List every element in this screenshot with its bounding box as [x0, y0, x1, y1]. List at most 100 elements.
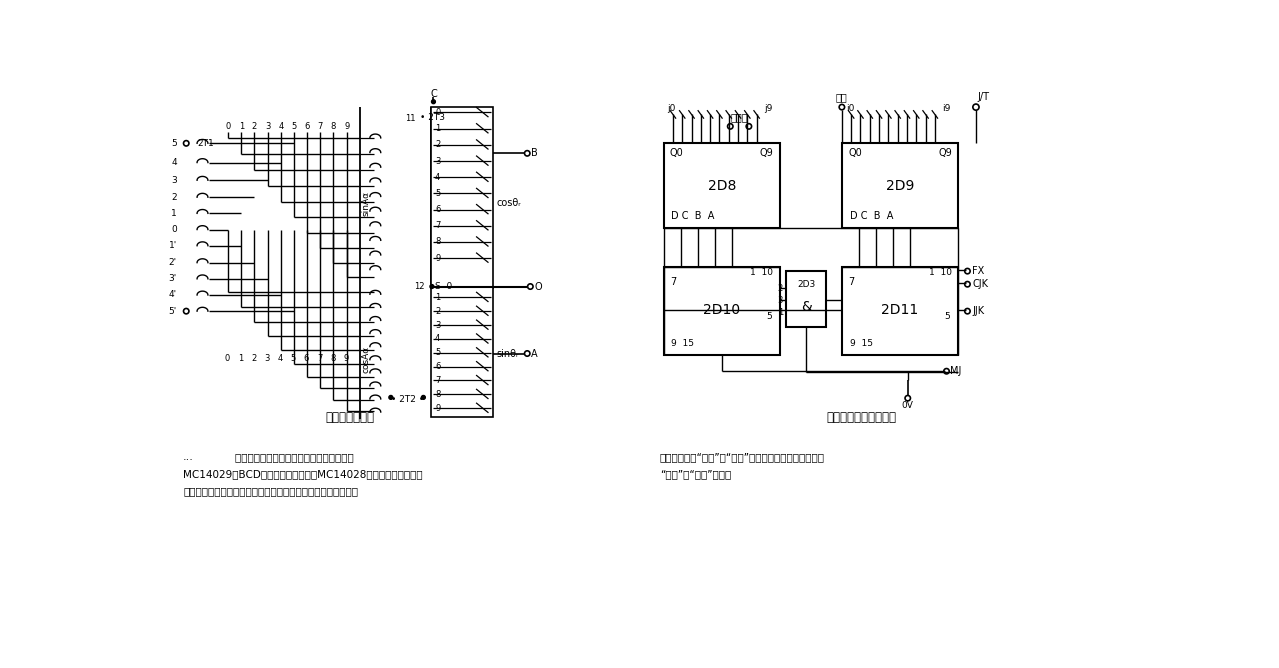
Text: 0: 0 — [435, 108, 440, 117]
Text: JJK: JJK — [972, 306, 985, 316]
Text: O: O — [535, 281, 542, 291]
Text: 2: 2 — [171, 192, 177, 202]
Text: 6: 6 — [303, 355, 310, 363]
Text: 两级函数变压器: 两级函数变压器 — [325, 411, 375, 424]
Bar — [431, 107, 494, 288]
Text: 数变压器设了“十位”及“个位”组，则转换计数器也对应由: 数变压器设了“十位”及“个位”组，则转换计数器也对应由 — [660, 452, 825, 462]
Text: 5: 5 — [766, 312, 773, 321]
Text: “十位”及“个位”组成。: “十位”及“个位”组成。 — [660, 470, 732, 480]
Text: 4: 4 — [435, 335, 440, 343]
Text: 2': 2' — [169, 258, 177, 267]
Text: 0: 0 — [225, 122, 230, 131]
Text: 8: 8 — [435, 390, 440, 399]
Text: • 2T2 •: • 2T2 • — [390, 395, 423, 404]
Text: i0: i0 — [845, 104, 854, 113]
Text: 2: 2 — [251, 355, 256, 363]
Text: 8: 8 — [435, 237, 440, 246]
Text: 预置: 预置 — [836, 92, 848, 102]
Text: 2T1: 2T1 — [197, 139, 214, 148]
Text: 5: 5 — [292, 122, 297, 131]
Text: 2: 2 — [778, 283, 783, 293]
Text: 9: 9 — [435, 254, 440, 263]
Text: cosAα: cosAα — [362, 346, 371, 373]
Text: &: & — [801, 299, 812, 313]
Text: 3: 3 — [778, 296, 783, 305]
Circle shape — [389, 395, 393, 399]
Text: 转换计数器与译码电路: 转换计数器与译码电路 — [826, 411, 897, 424]
Text: 7: 7 — [848, 277, 854, 287]
Bar — [787, 271, 826, 327]
Text: 1: 1 — [435, 293, 440, 302]
Text: 7: 7 — [670, 277, 677, 287]
Text: Q9: Q9 — [760, 148, 774, 158]
Text: j0: j0 — [668, 104, 675, 113]
Text: MJ: MJ — [950, 366, 962, 376]
Text: 1  10: 1 10 — [929, 268, 952, 277]
Text: 3: 3 — [435, 321, 440, 329]
Text: 7: 7 — [317, 122, 324, 131]
Text: 2: 2 — [435, 307, 440, 316]
Bar — [842, 267, 958, 355]
Text: 0: 0 — [171, 225, 177, 234]
Text: 6: 6 — [304, 122, 310, 131]
Text: FX: FX — [972, 266, 985, 276]
Bar — [664, 144, 780, 228]
Text: 6: 6 — [435, 362, 440, 371]
Text: 所示为转换计数器与译码电路。计数器采用: 所示为转换计数器与译码电路。计数器采用 — [221, 452, 353, 462]
Text: 2D10: 2D10 — [703, 303, 741, 317]
Text: Q0: Q0 — [670, 148, 683, 158]
Text: A: A — [531, 349, 537, 359]
Text: 节距零: 节距零 — [730, 112, 748, 122]
Text: 4: 4 — [171, 158, 177, 167]
Text: Q9: Q9 — [939, 148, 952, 158]
Text: 11: 11 — [405, 114, 416, 123]
Text: Q0: Q0 — [848, 148, 862, 158]
Circle shape — [431, 100, 435, 104]
Text: 数变压器以一定单位自动切换励磁电压，来达到跟踪的要求。函: 数变压器以一定单位自动切换励磁电压，来达到跟踪的要求。函 — [183, 486, 358, 496]
Text: 6: 6 — [435, 205, 440, 214]
Text: 5: 5 — [435, 189, 440, 198]
Text: 1: 1 — [239, 122, 244, 131]
Text: B: B — [531, 148, 538, 158]
Text: 1: 1 — [778, 308, 783, 317]
Text: 5: 5 — [290, 355, 295, 363]
Text: 0V: 0V — [902, 401, 913, 409]
Text: 2: 2 — [252, 122, 257, 131]
Text: 2D11: 2D11 — [881, 303, 918, 317]
Text: 2D8: 2D8 — [707, 178, 735, 192]
Text: D C  B  A: D C B A — [671, 212, 715, 222]
Text: 3: 3 — [435, 156, 440, 166]
Text: 0: 0 — [225, 355, 230, 363]
Text: S  0: S 0 — [435, 282, 453, 291]
Text: 7: 7 — [435, 221, 440, 230]
Text: 9: 9 — [344, 122, 349, 131]
Text: 8: 8 — [331, 122, 336, 131]
Text: 4: 4 — [435, 173, 440, 182]
Text: 12: 12 — [414, 282, 425, 291]
Text: 2D3: 2D3 — [797, 281, 815, 289]
Text: 9: 9 — [435, 403, 440, 413]
Text: 9  15: 9 15 — [671, 339, 694, 348]
Text: j9: j9 — [764, 104, 773, 113]
Text: 3: 3 — [265, 355, 270, 363]
Text: 7: 7 — [435, 376, 440, 385]
Text: J/T: J/T — [977, 92, 990, 102]
Text: 5': 5' — [169, 307, 177, 316]
Text: 5: 5 — [171, 139, 177, 148]
Bar — [664, 267, 780, 355]
Bar — [842, 144, 958, 228]
Text: 3: 3 — [265, 122, 270, 131]
Text: 4: 4 — [278, 355, 283, 363]
Bar — [431, 287, 494, 418]
Text: sinθᵣ: sinθᵣ — [496, 349, 519, 359]
Text: 4: 4 — [278, 122, 284, 131]
Text: • 2T3: • 2T3 — [420, 113, 445, 122]
Text: 3: 3 — [171, 176, 177, 185]
Text: 1: 1 — [238, 355, 243, 363]
Text: 1: 1 — [171, 209, 177, 218]
Text: D C  B  A: D C B A — [849, 212, 893, 222]
Text: 7: 7 — [317, 355, 322, 363]
Text: 1': 1' — [169, 241, 177, 250]
Circle shape — [430, 285, 434, 289]
Text: ...: ... — [183, 452, 194, 462]
